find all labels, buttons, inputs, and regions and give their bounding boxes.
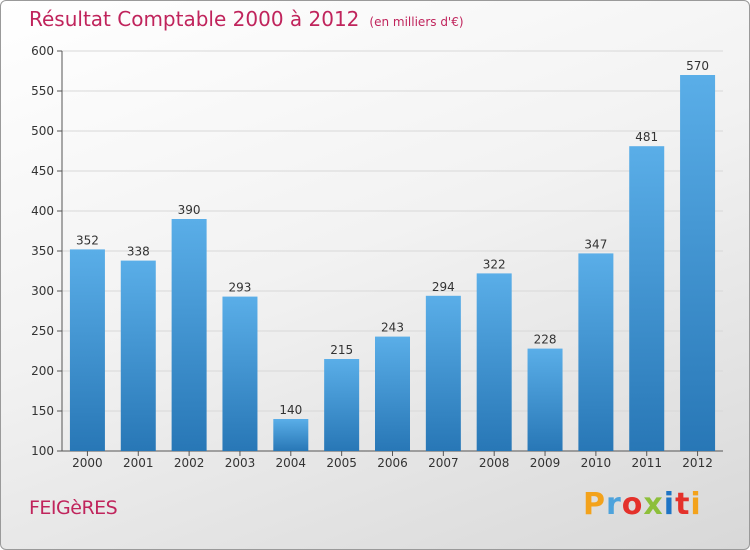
- logo-letter: r: [606, 487, 622, 522]
- x-tick-label: 2009: [530, 456, 561, 470]
- bar-value-label: 294: [432, 280, 455, 294]
- x-tick-label: 2002: [174, 456, 205, 470]
- bar-value-label: 243: [381, 321, 404, 335]
- bar-value-label: 228: [534, 333, 557, 347]
- x-tick-label: 2012: [682, 456, 713, 470]
- bar-value-label: 352: [76, 233, 99, 247]
- x-tick-label: 2005: [326, 456, 357, 470]
- y-tick-label: 250: [31, 324, 54, 338]
- bar-value-label: 347: [584, 237, 607, 251]
- commune-name: FEIGèRES: [29, 497, 118, 519]
- y-tick-label: 450: [31, 164, 54, 178]
- y-tick-label: 300: [31, 284, 54, 298]
- y-tick-label: 600: [31, 44, 54, 58]
- bar: [425, 295, 461, 451]
- bar-value-label: 215: [330, 343, 353, 357]
- bar: [629, 146, 665, 451]
- bar-value-label: 140: [279, 403, 302, 417]
- logo-letter: P: [583, 487, 606, 522]
- bar: [120, 260, 156, 451]
- bar: [324, 359, 360, 451]
- bar: [222, 296, 258, 451]
- bar-value-label: 338: [127, 245, 150, 259]
- y-tick-label: 100: [31, 444, 54, 458]
- bar: [476, 273, 512, 451]
- x-tick-label: 2006: [377, 456, 408, 470]
- y-tick-label: 550: [31, 84, 54, 98]
- bar-value-label: 322: [483, 257, 506, 271]
- bar-value-label: 481: [635, 130, 658, 144]
- chart-subtitle: (en milliers d'€): [369, 15, 464, 29]
- proxiti-logo: Proxiti: [583, 487, 702, 522]
- x-tick-label: 2011: [631, 456, 662, 470]
- logo-letter: x: [643, 487, 664, 522]
- bar: [527, 348, 563, 451]
- y-tick-label: 400: [31, 204, 54, 218]
- logo-letter: o: [621, 487, 644, 522]
- bar: [69, 249, 105, 451]
- bar: [171, 219, 207, 451]
- bar: [578, 253, 614, 451]
- x-tick-label: 2001: [123, 456, 154, 470]
- y-tick-label: 150: [31, 404, 54, 418]
- x-tick-label: 2003: [225, 456, 256, 470]
- x-tick-label: 2010: [581, 456, 612, 470]
- x-tick-label: 2007: [428, 456, 459, 470]
- bar: [375, 336, 410, 451]
- y-tick-label: 500: [31, 124, 54, 138]
- x-tick-label: 2000: [72, 456, 103, 470]
- bar-value-label: 390: [178, 203, 201, 217]
- logo-letter: i: [690, 487, 702, 522]
- bar-value-label: 570: [686, 59, 709, 73]
- logo-letter: t: [675, 487, 691, 522]
- bar-value-label: 293: [229, 281, 252, 295]
- y-tick-label: 200: [31, 364, 54, 378]
- y-tick-label: 350: [31, 244, 54, 258]
- bar: [680, 75, 716, 451]
- x-tick-label: 2008: [479, 456, 510, 470]
- x-tick-label: 2004: [276, 456, 307, 470]
- logo-letter: i: [663, 487, 676, 522]
- chart-title: Résultat Comptable 2000 à 2012 (en millie…: [29, 7, 464, 31]
- bar: [273, 419, 309, 451]
